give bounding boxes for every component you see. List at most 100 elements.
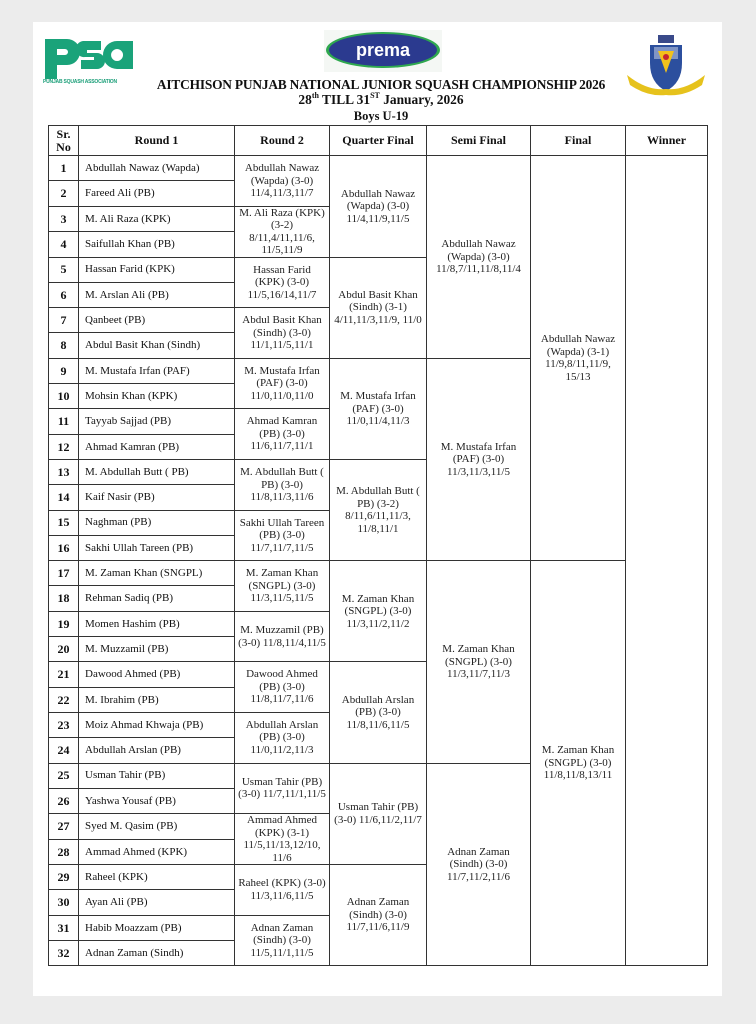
round-1-player: Ammad Ahmed (KPK) [78, 838, 235, 866]
round-2-result: Abdul Basit Khan (Sindh) (3-0) 11/1,11/5… [234, 307, 330, 359]
serial-number: 16 [48, 534, 79, 562]
round-2-result: Hassan Farid (KPK) (3-0) 11/5,16/14,11/7 [234, 256, 330, 309]
round-2-result: Ahmad Kamran (PB) (3-0) 11/6,11/7,11/1 [234, 408, 330, 460]
round-2-result: M. Muzzamil (PB) (3-0) 11/8,11/4,11/5 [234, 610, 330, 663]
round-1-player: Usman Tahir (PB) [78, 762, 235, 789]
serial-number: 24 [48, 737, 79, 764]
round-1-player: Sakhi Ullah Tareen (PB) [78, 534, 235, 562]
table-row: 18 Rehman Sadiq (PB) [48, 585, 708, 612]
round-1-player: Abdullah Arslan (PB) [78, 737, 235, 764]
semi-final-result: M. Zaman Khan (SNGPL) (3-0) 11/3,11/7,11… [426, 560, 531, 764]
draw-table: Sr. No Round 1 Round 2 Quarter Final Sem… [48, 125, 708, 967]
aitchison-crest-logo [627, 35, 705, 96]
date-till: TILL 31 [322, 92, 371, 107]
prema-logo-text: prema [356, 40, 411, 60]
serial-number: 25 [48, 762, 79, 789]
table-row: 20 M. Muzzamil (PB) [48, 636, 708, 663]
table-row: 30 Ayan Ali (PB) [48, 889, 708, 916]
serial-number: 14 [48, 484, 79, 511]
round-1-player: M. Ibrahim (PB) [78, 686, 235, 713]
table-header-row: Sr. No Round 1 Round 2 Quarter Final Sem… [48, 125, 708, 156]
final-result: M. Zaman Khan (SNGPL) (3-0) 11/8,11/8,13… [530, 560, 626, 967]
col-round-2: Round 2 [234, 125, 330, 156]
round-2-result: Usman Tahir (PB) (3-0) 11/7,11/1,11/5 [234, 762, 330, 815]
serial-number: 6 [48, 281, 79, 309]
round-1-player: Momen Hashim (PB) [78, 610, 235, 638]
final-result: Abdullah Nawaz (Wapda) (3-1) 11/9,8/11,1… [530, 154, 626, 562]
round-2-result: Ammad Ahmed (KPK) (3-1) 11/5,11/13,12/10… [234, 813, 330, 866]
table-row: 13 M. Abdullah Butt ( PB) M. Abdullah Butt… [48, 458, 708, 562]
col-winner: Winner [625, 125, 708, 156]
round-2-result: M. Abdullah Butt ( PB) (3-0) 11/8,11/3,1… [234, 458, 330, 511]
serial-number: 30 [48, 889, 79, 916]
serial-number: 28 [48, 838, 79, 866]
round-2-result: Abdullah Arslan (PB) (3-0) 11/0,11/2,11/… [234, 711, 330, 764]
round-2-result: M. Zaman Khan (SNGPL) (3-0) 11/3,11/5,11… [234, 560, 330, 612]
round-1-player: Dawood Ahmed (PB) [78, 661, 235, 688]
round-1-player: Saifullah Khan (PB) [78, 231, 235, 258]
round-2-result: M. Ali Raza (KPK) (3-2) 8/11,4/11,11/6, … [234, 205, 330, 258]
table-row: 17 M. Zaman Khan (SNGPL) M. Zaman Khan (SN… [48, 560, 708, 967]
col-semi-final: Semi Final [426, 125, 531, 156]
round-1-player: Qanbeet (PB) [78, 307, 235, 334]
table-row: 10 Mohsin Khan (KPK) [48, 383, 708, 410]
serial-number: 20 [48, 636, 79, 663]
round-1-player: Abdul Basit Khan (Sindh) [78, 332, 235, 359]
table-row: 8 Abdul Basit Khan (Sindh) [48, 332, 708, 359]
serial-number: 11 [48, 408, 79, 435]
quarter-final-result: Usman Tahir (PB) (3-0) 11/6,11/2,11/7 [329, 762, 427, 866]
round-1-player: Rehman Sadiq (PB) [78, 585, 235, 612]
table-row: 16 Sakhi Ullah Tareen (PB) [48, 534, 708, 562]
round-1-player: M. Abdullah Butt ( PB) [78, 458, 235, 486]
quarter-final-result: Adnan Zaman (Sindh) (3-0) 11/7,11/6,11/9 [329, 864, 427, 967]
table-row: 19 Momen Hashim (PB) M. Muzzamil (PB) (3-0… [48, 610, 708, 663]
table-row: 31 Habib Moazzam (PB) Adnan Zaman (Sindh) … [48, 914, 708, 967]
date-till-suffix: ST [370, 91, 380, 100]
table-row: 2 Fareed Ali (PB) [48, 180, 708, 207]
round-1-player: Raheel (KPK) [78, 864, 235, 891]
serial-number: 1 [48, 154, 79, 182]
date-from: 28 [298, 92, 312, 107]
table-row: 24 Abdullah Arslan (PB) [48, 737, 708, 764]
col-quarter-final: Quarter Final [329, 125, 427, 156]
date-month-year: January, 2026 [383, 92, 464, 107]
psa-logo [43, 35, 135, 79]
table-row: 27 Syed M. Qasim (PB) Ammad Ahmed (KPK) (3… [48, 813, 708, 866]
round-1-player: Moiz Ahmad Khwaja (PB) [78, 711, 235, 739]
serial-number: 9 [48, 357, 79, 385]
table-row: 25 Usman Tahir (PB) Usman Tahir (PB) (3-0)… [48, 762, 708, 967]
page-title: AITCHISON PUNJAB NATIONAL JUNIOR SQUASH … [156, 77, 606, 92]
round-1-player: Adnan Zaman (Sindh) [78, 940, 235, 967]
table-row: 21 Dawood Ahmed (PB) Dawood Ahmed (PB) (3-… [48, 661, 708, 764]
table-row: 9 M. Mustafa Irfan (PAF) M. Mustafa Irfan … [48, 357, 708, 562]
serial-number: 17 [48, 560, 79, 587]
table-row: 15 Naghman (PB) Sakhi Ullah Tareen (PB) (3… [48, 509, 708, 562]
serial-number: 23 [48, 711, 79, 739]
category-title: Boys U-19 [353, 109, 409, 123]
round-1-player: Kaif Nasir (PB) [78, 484, 235, 511]
semi-final-result: Abdullah Nawaz (Wapda) (3-0) 11/8,7/11,1… [426, 155, 531, 359]
serial-number: 31 [48, 914, 79, 942]
prema-logo: prema [324, 30, 442, 72]
table-row: 5 Hassan Farid (KPK) Hassan Farid (KPK) (3… [48, 256, 708, 359]
table-row: 26 Yashwa Yousaf (PB) [48, 787, 708, 815]
quarter-final-result: Abdullah Arslan (PB) (3-0) 11/8,11/6,11/… [329, 661, 427, 764]
table-row: 22 M. Ibrahim (PB) [48, 686, 708, 713]
round-1-player: Syed M. Qasim (PB) [78, 813, 235, 840]
serial-number: 32 [48, 940, 79, 967]
col-final: Final [530, 125, 626, 156]
round-1-player: M. Mustafa Irfan (PAF) [78, 357, 235, 385]
round-1-player: Fareed Ali (PB) [78, 180, 235, 207]
round-1-player: Hassan Farid (KPK) [78, 256, 235, 283]
table-row: 23 Moiz Ahmad Khwaja (PB) Abdullah Arslan … [48, 711, 708, 764]
round-1-player: Yashwa Yousaf (PB) [78, 787, 235, 815]
serial-number: 15 [48, 509, 79, 536]
serial-number: 13 [48, 458, 79, 486]
round-1-player: Mohsin Khan (KPK) [78, 383, 235, 410]
serial-number: 26 [48, 787, 79, 815]
serial-number: 29 [48, 864, 79, 891]
round-1-player: M. Arslan Ali (PB) [78, 281, 235, 309]
quarter-final-result: M. Mustafa Irfan (PAF) (3-0) 11/0,11/4,1… [329, 357, 427, 460]
round-1-player: Abdullah Nawaz (Wapda) [78, 154, 235, 182]
table-row: 6 M. Arslan Ali (PB) [48, 281, 708, 309]
